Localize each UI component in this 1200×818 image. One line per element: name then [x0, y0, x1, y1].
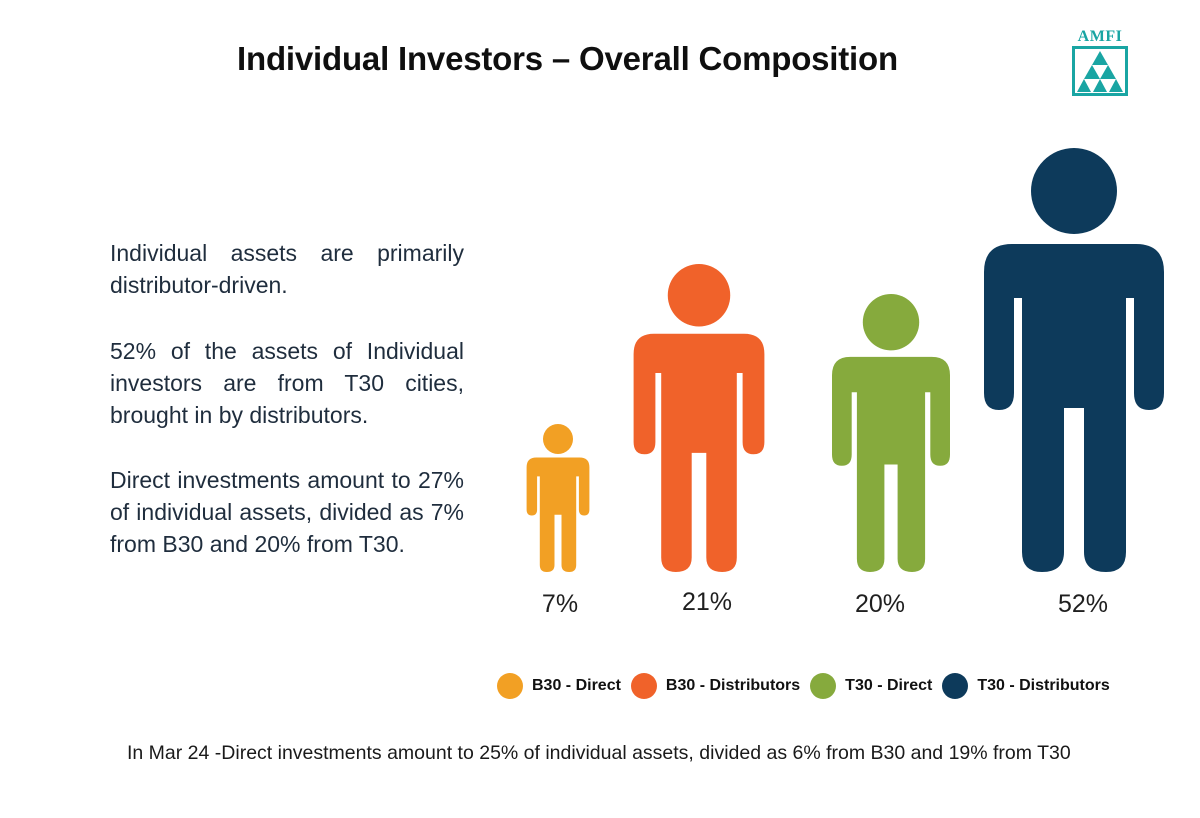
paragraph-distributor-driven: Individual assets are primarily distribu…: [110, 240, 464, 298]
value-label-b30-direct: 7%: [541, 590, 579, 618]
person-figure-t30-distributors: [984, 148, 1164, 572]
person-head-t30-direct: [862, 294, 920, 351]
legend-item-t30-direct: T30 - Direct: [810, 673, 932, 699]
legend-item-t30-distributors: T30 - Distributors: [942, 673, 1110, 699]
legend-swatch-t30-direct: [810, 673, 837, 699]
legend-item-b30-distributors: B30 - Distributors: [630, 673, 801, 699]
value-label-b30-distributors: 21%: [681, 588, 733, 616]
footnote: In Mar 24 -Direct investments amount to …: [127, 742, 1071, 764]
legend-swatch-t30-distributors: [942, 673, 969, 699]
paragraph-direct-investments: Direct investments amount to 27% of indi…: [110, 467, 464, 557]
person-body-b30-distributors: [633, 333, 765, 572]
legend-swatch-b30-direct: [497, 673, 523, 699]
person-figure-t30-direct: [832, 294, 950, 572]
legend-label-b30-distributors: B30 - Distributors: [665, 677, 801, 694]
value-label-t30-direct: 20%: [854, 590, 906, 618]
person-figure-b30-direct: [526, 424, 590, 572]
amfi-logo: AMFI: [1072, 28, 1128, 96]
chart-legend: B30 - Direct B30 - Distributors T30 - Di…: [497, 671, 1120, 701]
person-body-t30-direct: [832, 356, 950, 572]
legend-item-b30-direct: B30 - Direct: [497, 673, 621, 699]
paragraph-t30-distributors: 52% of the assets of Individual investor…: [110, 338, 464, 428]
person-head-t30-distributors: [1031, 148, 1117, 234]
person-head-b30-distributors: [667, 264, 731, 327]
person-figure-b30-distributors: [633, 264, 765, 572]
page-title: Individual Investors – Overall Compositi…: [237, 40, 898, 77]
logo-triangles-icon: [1072, 46, 1128, 96]
person-body-t30-distributors: [984, 244, 1164, 572]
legend-swatch-b30-distributors: [630, 673, 657, 699]
person-body-b30-direct: [526, 457, 590, 572]
value-label-t30-distributors: 52%: [1057, 590, 1109, 618]
person-head-b30-direct: [542, 424, 574, 455]
legend-label-t30-distributors: T30 - Distributors: [977, 677, 1110, 694]
logo-text: AMFI: [1077, 28, 1123, 45]
legend-label-t30-direct: T30 - Direct: [845, 677, 933, 694]
legend-label-b30-direct: B30 - Direct: [532, 677, 621, 694]
